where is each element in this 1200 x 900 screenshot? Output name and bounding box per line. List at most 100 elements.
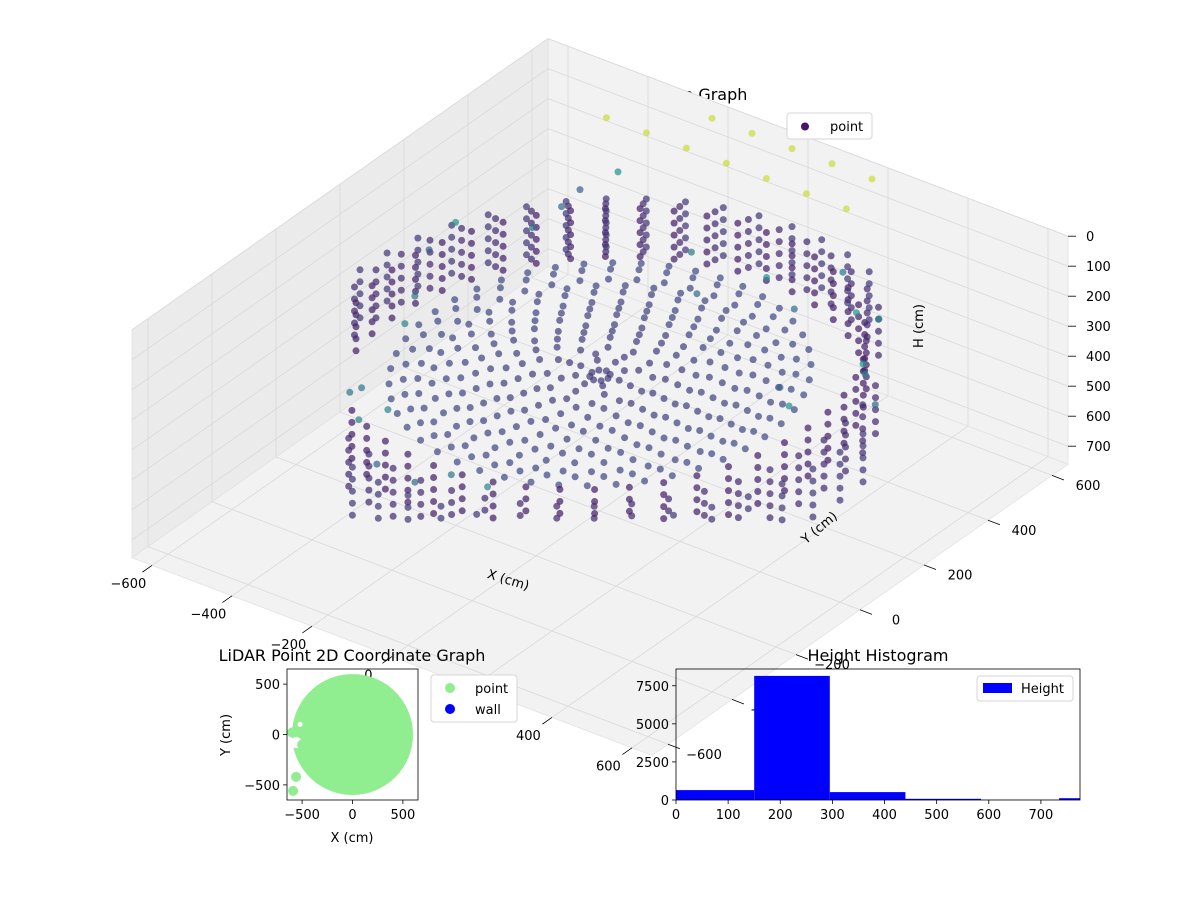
- floor-point: [604, 444, 612, 452]
- floor-point: [668, 472, 676, 480]
- floor-point: [473, 293, 481, 301]
- wall-point: [754, 452, 762, 459]
- floor-point: [637, 259, 645, 267]
- floor-point: [454, 344, 462, 352]
- chart-2d-points: [287, 674, 413, 796]
- wall-point: [703, 248, 711, 256]
- wall-point: [383, 249, 391, 257]
- floor-point: [608, 426, 616, 434]
- wall-point: [628, 512, 636, 520]
- floor-point: [510, 336, 518, 344]
- wall-point: [778, 492, 786, 500]
- wall-point: [775, 250, 783, 258]
- wall-point: [762, 265, 770, 272]
- floor-point: [578, 267, 586, 275]
- chart-3d-zlabel: H (cm): [912, 304, 927, 348]
- floor-point: [645, 444, 653, 452]
- floor-point: [609, 259, 617, 267]
- floor-point: [506, 438, 514, 446]
- floor-point: [735, 290, 743, 298]
- wall-point: [865, 292, 873, 300]
- wall-point: [809, 489, 817, 497]
- wall-point: [809, 477, 817, 485]
- floor-point: [445, 359, 453, 367]
- floor-point: [495, 350, 503, 358]
- wall-point: [484, 259, 492, 267]
- floor-point: [529, 370, 536, 378]
- wall-point: [381, 461, 389, 469]
- floor-point: [779, 400, 786, 408]
- gap-area: [297, 721, 303, 727]
- floor-point: [415, 390, 423, 397]
- wall-point: [628, 500, 636, 508]
- wall-point: [836, 484, 844, 492]
- floor-point: [403, 423, 411, 431]
- floor-point: [431, 308, 439, 316]
- wall-point: [766, 514, 774, 522]
- floor-point: [649, 389, 657, 397]
- floor-point: [686, 284, 694, 292]
- x-tick-label: 600: [976, 808, 1001, 823]
- wall-point: [468, 275, 475, 283]
- grid-wall-h: [547, 98, 1069, 297]
- grid-wall-h: [547, 68, 1069, 267]
- y-tick-label: 0: [661, 794, 669, 809]
- wall-point: [804, 472, 812, 480]
- floor-point: [588, 400, 596, 407]
- floor-point: [550, 270, 557, 278]
- wall-point: [670, 207, 678, 215]
- floor-point: [615, 376, 623, 384]
- wall-point: [348, 499, 356, 507]
- floor-point: [635, 266, 643, 274]
- floor-point: [717, 349, 725, 356]
- floor-point: [660, 395, 668, 402]
- scatter-point: [839, 268, 847, 276]
- wall-point: [590, 514, 598, 522]
- scatter-point: [447, 471, 455, 479]
- wall-point: [842, 443, 849, 451]
- wall-point: [438, 287, 446, 294]
- floor-point: [509, 298, 517, 306]
- floor-point: [587, 450, 595, 458]
- floor-point: [678, 366, 686, 374]
- floor-point: [473, 306, 481, 313]
- floor-point: [437, 349, 445, 356]
- wall-point: [719, 204, 727, 212]
- floor-point: [789, 317, 797, 325]
- ceiling-point: [868, 175, 876, 183]
- wall-point: [847, 316, 855, 324]
- y-tick-label: 0: [892, 613, 900, 628]
- wall-point: [345, 470, 353, 478]
- wall-point: [859, 413, 867, 421]
- wall-point: [711, 232, 719, 240]
- wall-point: [844, 275, 852, 283]
- floor-point: [611, 321, 618, 329]
- floor-point: [572, 387, 580, 395]
- wall-point: [660, 503, 668, 511]
- wall-point: [836, 460, 844, 468]
- floor-point: [417, 436, 425, 444]
- floor-point: [491, 444, 499, 452]
- z-tick-label: 300: [1086, 320, 1111, 335]
- wall-point: [383, 273, 391, 281]
- wall-point: [859, 425, 867, 433]
- floor-point: [671, 400, 679, 408]
- floor-point: [533, 385, 541, 393]
- floor-point: [444, 431, 452, 438]
- wall-point: [703, 212, 711, 220]
- wall-point: [861, 343, 869, 350]
- wall-point: [437, 514, 445, 522]
- floor-point: [644, 462, 652, 470]
- scatter-point: [576, 186, 584, 194]
- floor-point: [387, 395, 395, 403]
- floor-point: [520, 389, 528, 397]
- scatter-point: [401, 320, 409, 328]
- floor-point: [792, 355, 800, 363]
- floor-point: [718, 379, 726, 387]
- floor-point: [799, 331, 807, 339]
- floor-point: [513, 349, 521, 357]
- floor-point: [739, 282, 747, 290]
- floor-point: [621, 434, 629, 442]
- wall-point: [676, 251, 684, 258]
- wall-point: [766, 490, 774, 498]
